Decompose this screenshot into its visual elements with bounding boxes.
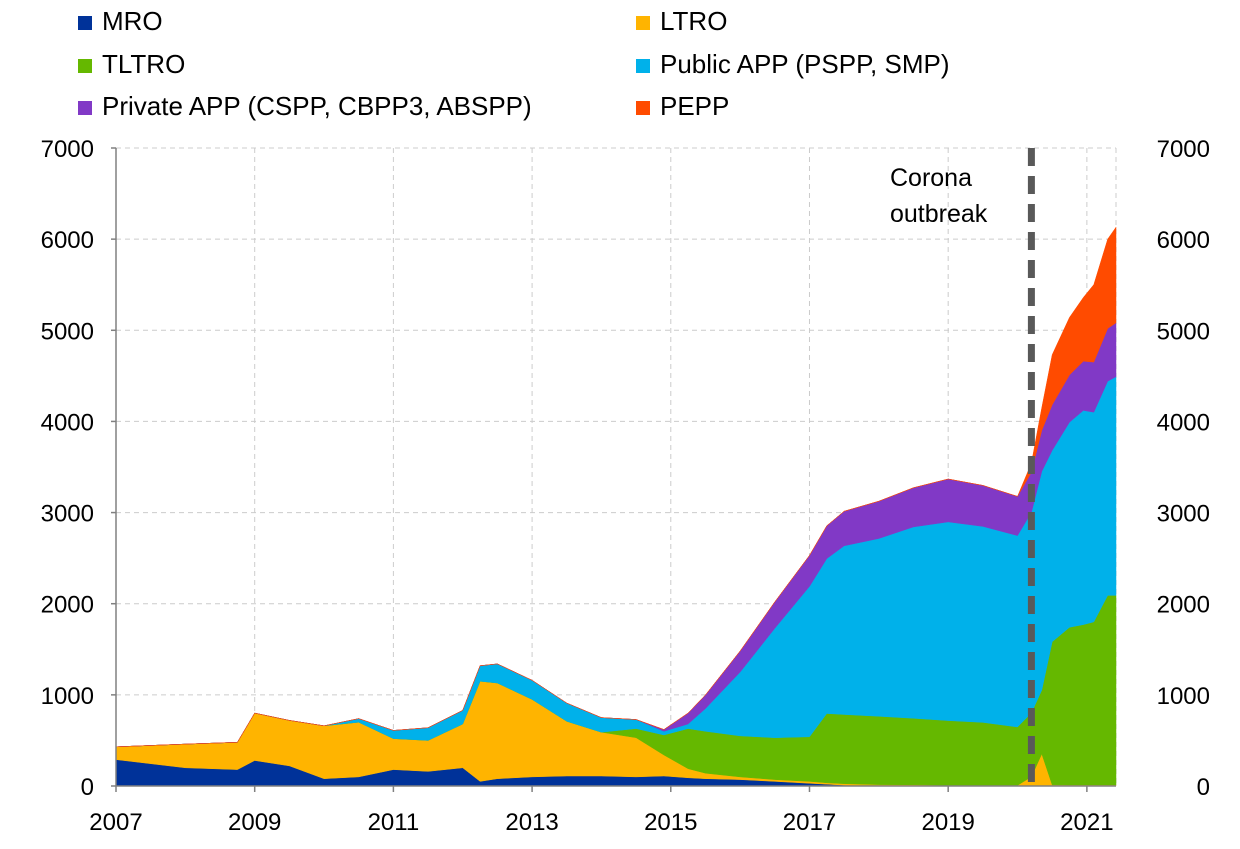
y-tick-label-left: 7000 — [41, 136, 94, 163]
y-tick-label-right: 1000 — [1157, 683, 1210, 710]
x-tick-label: 2009 — [228, 809, 281, 836]
legend-swatch — [636, 59, 650, 73]
legend-label: Private APP (CSPP, CBPP3, ABSPP) — [102, 91, 532, 121]
x-tick-label: 2013 — [505, 809, 558, 836]
series-area-public-app-pspp-smp — [115, 376, 1117, 748]
legend-label: Public APP (PSPP, SMP) — [660, 49, 950, 79]
stacked-areas — [115, 226, 1117, 787]
y-tick-label-right: 0 — [1197, 774, 1210, 801]
y-tick-label-right: 6000 — [1157, 227, 1210, 254]
x-tick-label: 2007 — [89, 809, 142, 836]
y-tick-label-left: 6000 — [41, 227, 94, 254]
series-area-pepp — [115, 226, 1117, 748]
y-tick-label-left: 0 — [81, 774, 94, 801]
y-tick-label-right: 2000 — [1157, 592, 1210, 619]
y-tick-label-right: 7000 — [1157, 136, 1210, 163]
y-tick-label-left: 5000 — [41, 318, 94, 345]
legend-swatch — [78, 16, 92, 30]
annotation-label: Corona — [890, 164, 972, 192]
legend-swatch — [636, 101, 650, 115]
legend-swatch — [78, 59, 92, 73]
annotation-label: outbreak — [890, 200, 988, 228]
legend-label: MRO — [102, 6, 163, 36]
y-tick-label-right: 5000 — [1157, 318, 1210, 345]
legend-swatch — [636, 16, 650, 30]
y-tick-label-left: 3000 — [41, 501, 94, 528]
legend-swatch — [78, 101, 92, 115]
x-tick-label: 2015 — [644, 809, 697, 836]
y-tick-label-left: 4000 — [41, 409, 94, 436]
legend: MRO LTRO TLTRO Public APP (PSPP, SMP) Privat… — [78, 6, 950, 121]
x-tick-label: 2011 — [368, 809, 420, 836]
y-tick-label-right: 4000 — [1157, 409, 1210, 436]
y-tick-label-left: 1000 — [41, 683, 94, 710]
x-tick-label: 2021 — [1060, 809, 1113, 836]
legend-label: LTRO — [660, 6, 727, 36]
y-tick-label-right: 3000 — [1157, 501, 1210, 528]
legend-label: TLTRO — [102, 49, 185, 79]
y-tick-label-left: 2000 — [41, 592, 94, 619]
x-tick-label: 2019 — [921, 809, 974, 836]
legend-label: PEPP — [660, 91, 729, 121]
x-tick-label: 2017 — [783, 809, 836, 836]
